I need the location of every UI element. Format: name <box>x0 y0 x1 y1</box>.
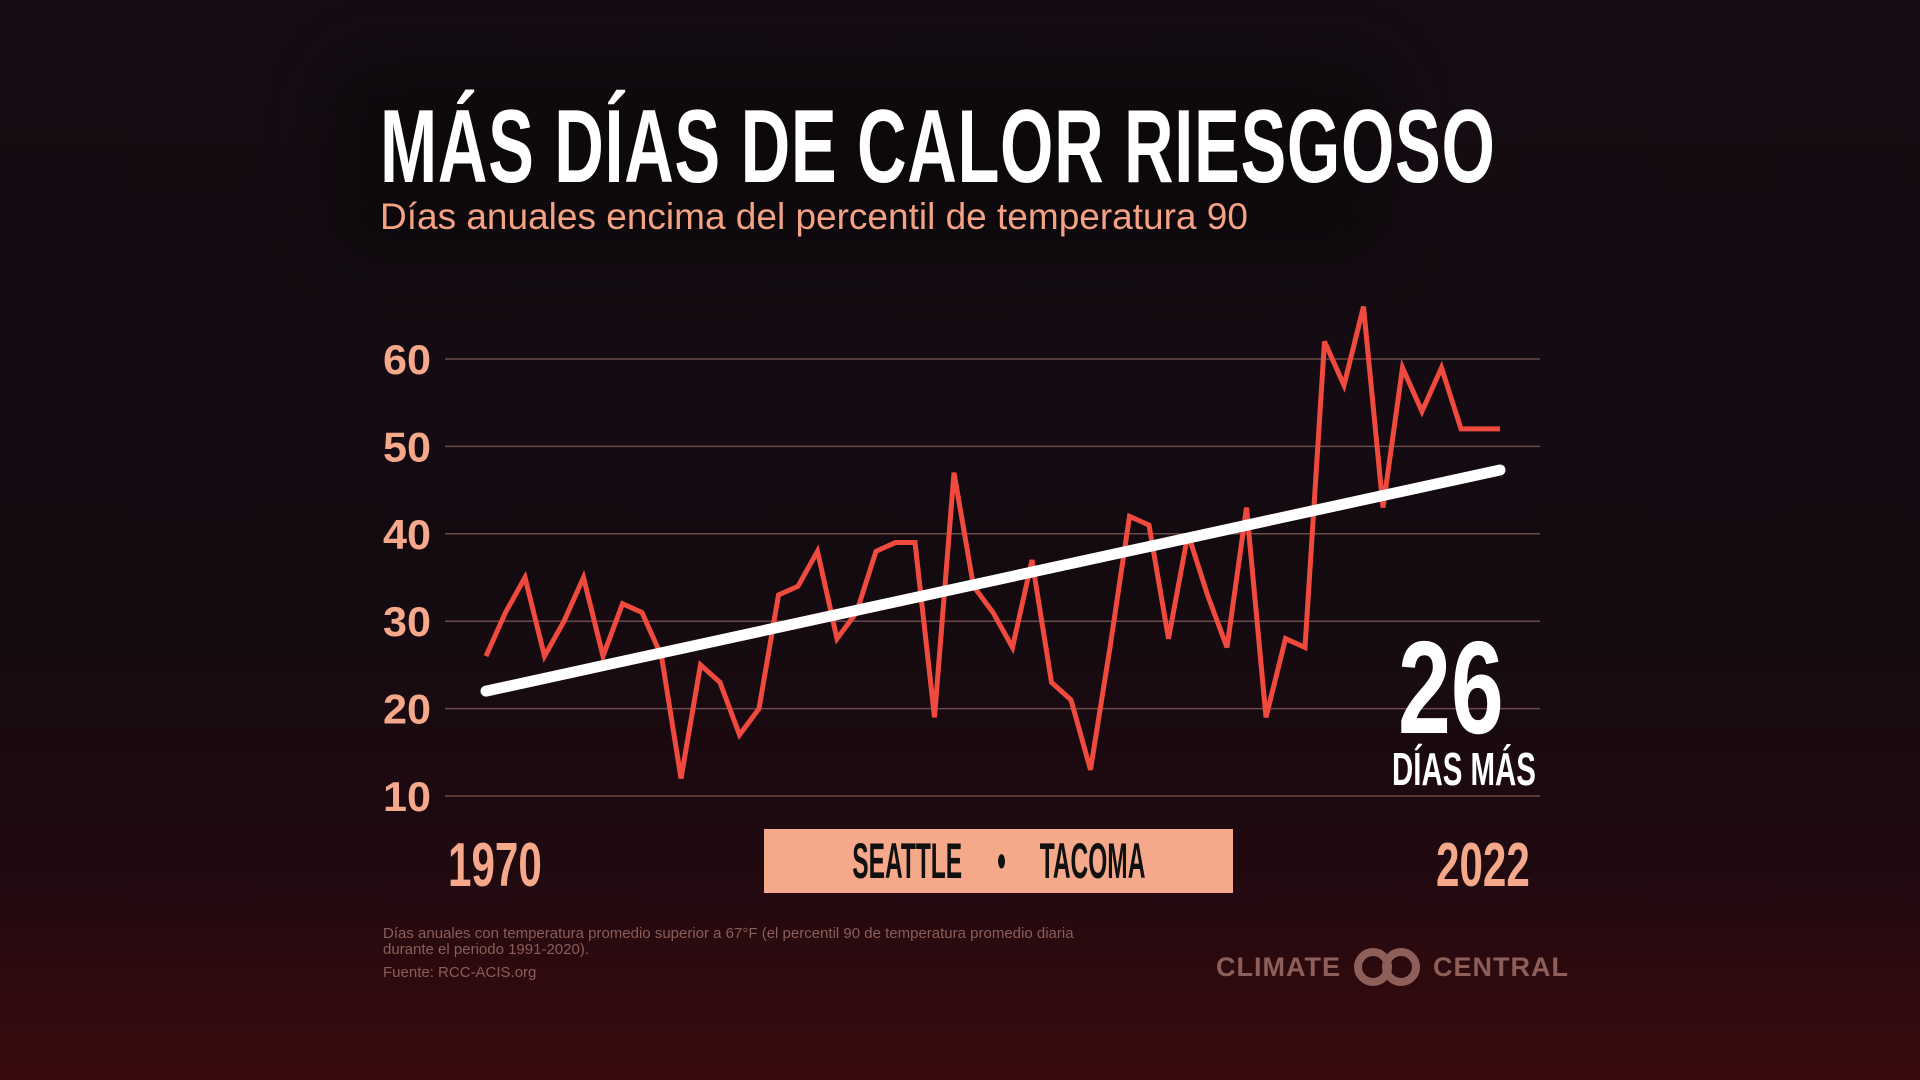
y-tick-label: 40 <box>383 511 431 558</box>
chart-subtitle: Días anuales encima del percentil de tem… <box>380 196 1248 237</box>
y-tick-label: 30 <box>383 598 431 645</box>
callout-label: DÍAS MÁS <box>1392 743 1536 795</box>
title-backdrop <box>330 60 1390 260</box>
x-axis-start-label: 1970 <box>448 831 542 900</box>
location-text: SEATTLE • TACOMA <box>829 832 1169 890</box>
trend-line <box>480 464 1506 697</box>
y-tick-label: 60 <box>383 336 431 383</box>
logo-text-right: CENTRAL <box>1432 951 1569 982</box>
y-tick-label: 20 <box>383 686 431 733</box>
climate-central-logo: CLIMATE CENTRAL <box>1216 947 1569 987</box>
logo-text-left: CLIMATE <box>1216 951 1341 982</box>
y-tick-label: 50 <box>383 423 431 470</box>
logo-rings-icon <box>1353 948 1420 986</box>
data-series-line <box>483 305 1500 779</box>
chart-title: MÁS DÍAS DE CALOR RIESGOSO <box>380 89 1496 205</box>
callout-value: 26 <box>1398 614 1504 761</box>
city-1: SEATTLE <box>852 833 963 889</box>
footnote: Días anuales con temperatura promedio su… <box>383 925 1074 958</box>
y-tick-label: 10 <box>383 773 431 820</box>
location-badge: SEATTLE • TACOMA <box>764 829 1233 893</box>
source-note: Fuente: RCC-ACIS.org <box>383 964 537 981</box>
x-axis-end-label: 2022 <box>1436 831 1530 900</box>
separator-dot: • <box>997 833 1006 889</box>
city-2: TACOMA <box>1039 833 1146 889</box>
